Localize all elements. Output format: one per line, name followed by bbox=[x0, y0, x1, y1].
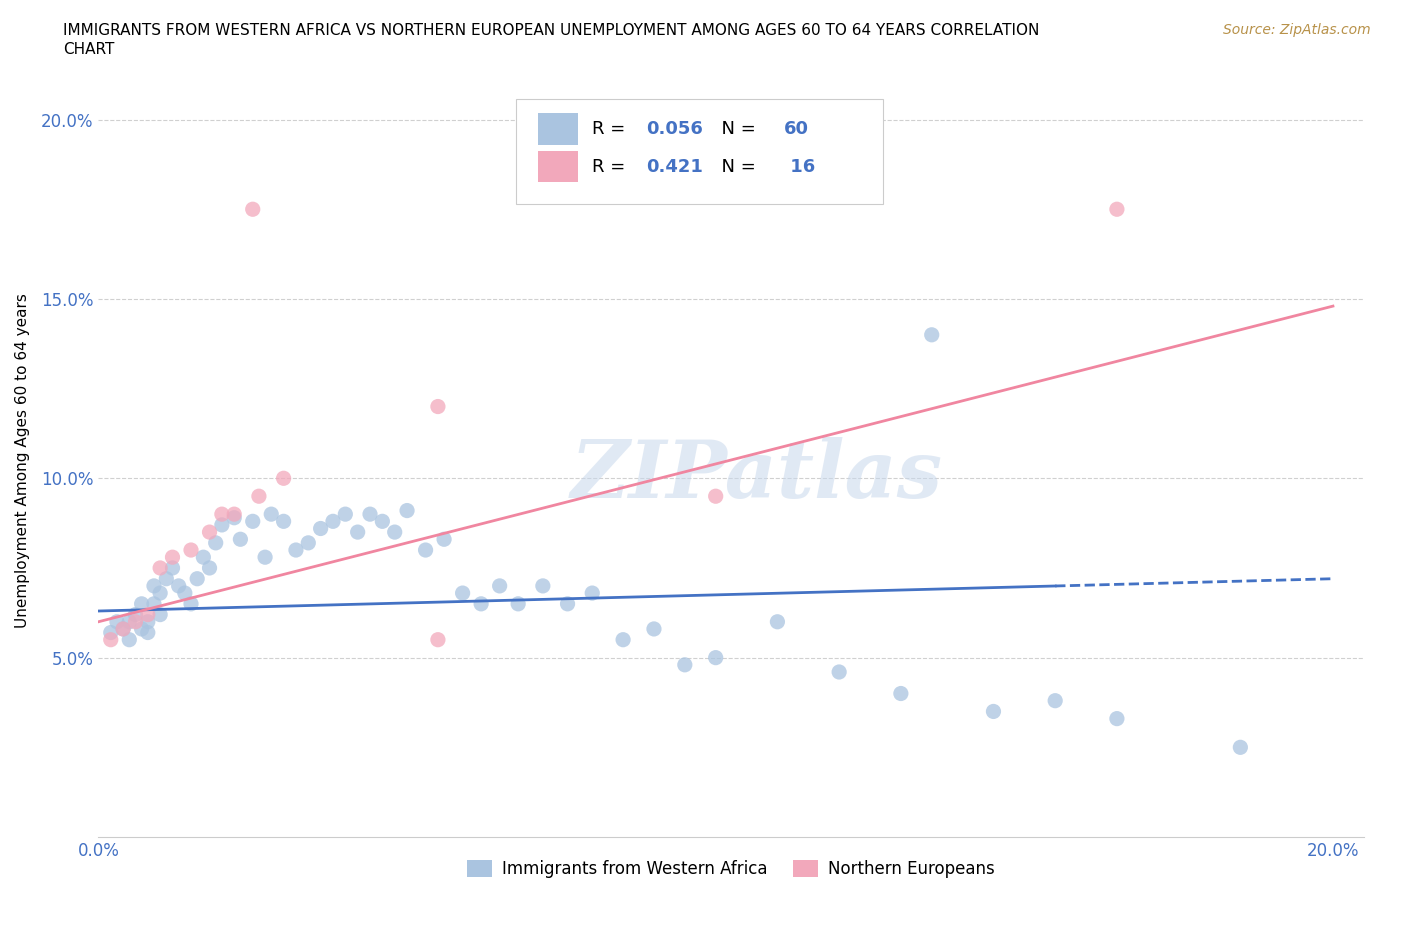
Point bbox=[921, 327, 943, 342]
Point bbox=[100, 625, 122, 640]
Point bbox=[112, 621, 135, 636]
Point bbox=[371, 514, 394, 529]
Point bbox=[704, 489, 727, 504]
Point bbox=[100, 632, 122, 647]
Point bbox=[557, 596, 579, 611]
Point bbox=[198, 561, 221, 576]
Point bbox=[1105, 711, 1128, 726]
FancyBboxPatch shape bbox=[537, 113, 578, 145]
Point bbox=[247, 489, 270, 504]
Y-axis label: Unemployment Among Ages 60 to 64 years: Unemployment Among Ages 60 to 64 years bbox=[15, 293, 30, 628]
Text: IMMIGRANTS FROM WESTERN AFRICA VS NORTHERN EUROPEAN UNEMPLOYMENT AMONG AGES 60 T: IMMIGRANTS FROM WESTERN AFRICA VS NORTHE… bbox=[63, 23, 1039, 38]
Point bbox=[297, 536, 319, 551]
Point bbox=[124, 607, 146, 622]
Point bbox=[983, 704, 1005, 719]
Point bbox=[105, 615, 128, 630]
Point bbox=[531, 578, 554, 593]
Text: ZIPatlas: ZIPatlas bbox=[571, 437, 942, 514]
Point bbox=[198, 525, 221, 539]
Point bbox=[242, 202, 264, 217]
Text: R =: R = bbox=[592, 157, 637, 176]
Point bbox=[346, 525, 368, 539]
Point bbox=[204, 536, 226, 551]
Point bbox=[508, 596, 530, 611]
Point bbox=[451, 586, 474, 601]
Text: CHART: CHART bbox=[63, 42, 115, 57]
Point bbox=[335, 507, 357, 522]
Point bbox=[433, 532, 456, 547]
Point bbox=[173, 586, 195, 601]
Point bbox=[673, 658, 696, 672]
Point bbox=[396, 503, 419, 518]
Point bbox=[149, 561, 172, 576]
Point bbox=[131, 596, 153, 611]
Text: N =: N = bbox=[710, 157, 761, 176]
Point bbox=[242, 514, 264, 529]
Point bbox=[470, 596, 492, 611]
Point bbox=[180, 596, 202, 611]
Point bbox=[211, 507, 233, 522]
Point bbox=[322, 514, 344, 529]
Text: 60: 60 bbox=[785, 120, 810, 138]
Point bbox=[284, 542, 307, 557]
Point bbox=[273, 471, 295, 485]
Point bbox=[155, 571, 177, 586]
FancyBboxPatch shape bbox=[537, 151, 578, 182]
Point bbox=[180, 542, 202, 557]
Point bbox=[273, 514, 295, 529]
Point bbox=[136, 607, 159, 622]
Point bbox=[612, 632, 634, 647]
Point bbox=[224, 511, 246, 525]
Point bbox=[143, 578, 166, 593]
Point bbox=[488, 578, 510, 593]
Point bbox=[673, 166, 696, 180]
Point bbox=[384, 525, 406, 539]
Point bbox=[143, 596, 166, 611]
Point bbox=[167, 578, 190, 593]
Legend: Immigrants from Western Africa, Northern Europeans: Immigrants from Western Africa, Northern… bbox=[461, 854, 1001, 885]
Point bbox=[224, 507, 246, 522]
Text: 16: 16 bbox=[785, 157, 815, 176]
Text: N =: N = bbox=[710, 120, 761, 138]
Point bbox=[260, 507, 283, 522]
Point bbox=[162, 550, 184, 565]
Point bbox=[309, 521, 332, 536]
Point bbox=[359, 507, 381, 522]
Point bbox=[581, 586, 603, 601]
Point bbox=[118, 632, 141, 647]
Point bbox=[149, 607, 172, 622]
Point bbox=[1043, 693, 1066, 708]
Point bbox=[415, 542, 437, 557]
Point bbox=[136, 625, 159, 640]
Point bbox=[131, 621, 153, 636]
Point bbox=[136, 615, 159, 630]
Point bbox=[704, 650, 727, 665]
Point bbox=[118, 615, 141, 630]
Point bbox=[766, 615, 789, 630]
Text: Source: ZipAtlas.com: Source: ZipAtlas.com bbox=[1223, 23, 1371, 37]
Point bbox=[162, 561, 184, 576]
Point bbox=[149, 586, 172, 601]
Point bbox=[426, 399, 449, 414]
FancyBboxPatch shape bbox=[516, 99, 883, 205]
Point bbox=[186, 571, 208, 586]
Text: R =: R = bbox=[592, 120, 631, 138]
Point bbox=[229, 532, 252, 547]
Point bbox=[1105, 202, 1128, 217]
Point bbox=[193, 550, 215, 565]
Point bbox=[112, 621, 135, 636]
Point bbox=[211, 517, 233, 532]
Point bbox=[254, 550, 277, 565]
Point bbox=[1229, 740, 1251, 755]
Point bbox=[426, 632, 449, 647]
Text: 0.056: 0.056 bbox=[647, 120, 703, 138]
Point bbox=[828, 665, 851, 680]
Text: 0.421: 0.421 bbox=[647, 157, 703, 176]
Point bbox=[643, 621, 665, 636]
Point bbox=[124, 615, 146, 630]
Point bbox=[890, 686, 912, 701]
